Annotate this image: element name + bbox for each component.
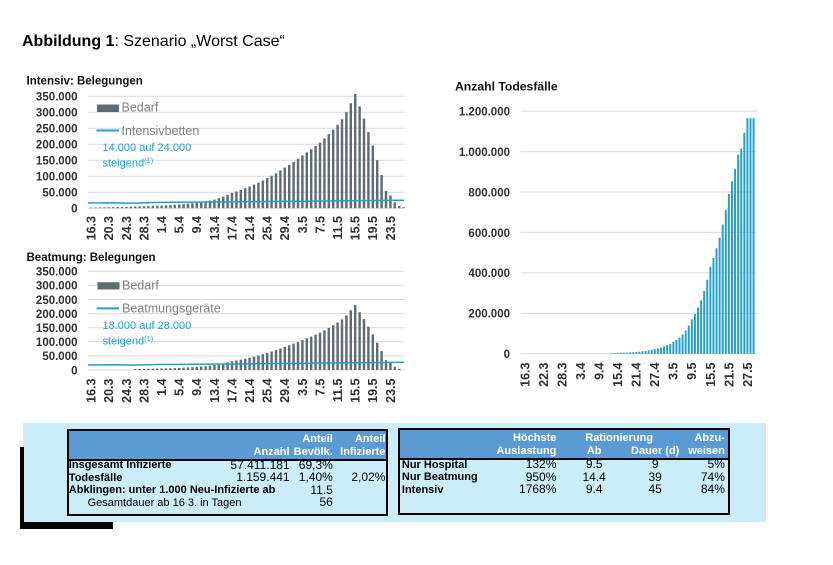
svg-text:800.000: 800.000	[468, 187, 510, 199]
svg-text:5.4: 5.4	[173, 216, 187, 233]
svg-text:25.4: 25.4	[261, 378, 275, 402]
svg-text:350.000: 350.000	[36, 92, 78, 104]
svg-text:1.200.000: 1.200.000	[459, 106, 510, 118]
svg-text:200.000: 200.000	[36, 309, 78, 321]
svg-text:27.4: 27.4	[648, 362, 662, 386]
svg-text:15.5: 15.5	[349, 378, 363, 402]
svg-text:3.5: 3.5	[296, 378, 310, 395]
svg-text:Anzahl Todesfälle: Anzahl Todesfälle	[455, 80, 558, 94]
svg-text:Beatmungsgeräte: Beatmungsgeräte	[122, 302, 221, 316]
svg-text:100.000: 100.000	[36, 337, 78, 349]
svg-text:9.4: 9.4	[593, 362, 607, 379]
svg-text:15.5: 15.5	[349, 216, 363, 240]
svg-text:25.4: 25.4	[261, 216, 275, 240]
svg-text:300.000: 300.000	[36, 108, 78, 120]
svg-text:28.3: 28.3	[137, 216, 151, 240]
svg-text:300.000: 300.000	[36, 281, 78, 293]
svg-text:Beatmung: Belegungen: Beatmung: Belegungen	[27, 252, 156, 264]
svg-text:19.5: 19.5	[366, 216, 380, 240]
svg-text:150.000: 150.000	[36, 323, 78, 335]
svg-text:11.5: 11.5	[331, 216, 345, 240]
svg-text:9.5: 9.5	[685, 362, 699, 379]
svg-text:Intensivbetten: Intensivbetten	[122, 124, 200, 138]
svg-text:200.000: 200.000	[468, 309, 510, 321]
svg-text:16.3: 16.3	[85, 378, 99, 402]
svg-text:11.5: 11.5	[331, 378, 345, 402]
svg-text:250.000: 250.000	[36, 295, 78, 307]
svg-text:7.5: 7.5	[313, 216, 327, 233]
svg-text:18.000 auf 28.000: 18.000 auf 28.000	[103, 320, 192, 332]
svg-text:23.5: 23.5	[384, 216, 398, 240]
svg-text:13.4: 13.4	[208, 216, 222, 240]
svg-text:600.000: 600.000	[468, 228, 510, 240]
svg-text:17.4: 17.4	[225, 216, 239, 240]
svg-text:3.5: 3.5	[667, 362, 681, 379]
svg-text:1.000.000: 1.000.000	[459, 147, 510, 159]
svg-text:Intensiv: Belegungen: Intensiv: Belegungen	[27, 76, 143, 88]
svg-text:1.4: 1.4	[155, 216, 169, 233]
svg-text:100.000: 100.000	[36, 172, 78, 184]
svg-text:0: 0	[71, 204, 77, 216]
svg-text:29.4: 29.4	[278, 216, 292, 240]
svg-text:28.3: 28.3	[556, 362, 570, 386]
svg-text:0: 0	[71, 365, 77, 377]
svg-text:7.5: 7.5	[313, 378, 327, 395]
svg-text:16.3: 16.3	[85, 216, 99, 240]
svg-text:28.3: 28.3	[137, 378, 151, 402]
svg-text:21.4: 21.4	[243, 378, 257, 402]
svg-text:21.5: 21.5	[722, 362, 736, 386]
svg-text:13.4: 13.4	[208, 378, 222, 402]
svg-text:15.5: 15.5	[704, 362, 718, 386]
svg-text:0: 0	[504, 349, 510, 361]
svg-text:20.3: 20.3	[102, 216, 116, 240]
svg-text:Bedarf: Bedarf	[122, 101, 159, 115]
svg-text:17.4: 17.4	[225, 378, 239, 402]
svg-text:9.4: 9.4	[190, 378, 204, 395]
svg-text:1.4: 1.4	[155, 378, 169, 395]
svg-text:50.000: 50.000	[42, 188, 77, 200]
svg-text:21.4: 21.4	[243, 216, 257, 240]
svg-text:steigend(1): steigend(1)	[103, 334, 154, 348]
svg-text:22.3: 22.3	[537, 362, 551, 386]
svg-text:3.4: 3.4	[574, 362, 588, 379]
svg-text:24.3: 24.3	[120, 216, 134, 240]
svg-text:20.3: 20.3	[102, 378, 116, 402]
svg-text:steigend(1): steigend(1)	[103, 156, 154, 170]
svg-text:3.5: 3.5	[296, 216, 310, 233]
svg-text:27.5: 27.5	[741, 362, 755, 386]
svg-text:21.4: 21.4	[630, 362, 644, 386]
svg-text:16.3: 16.3	[519, 362, 533, 386]
svg-text:200.000: 200.000	[36, 140, 78, 152]
svg-text:23.5: 23.5	[384, 378, 398, 402]
svg-text:9.4: 9.4	[190, 216, 204, 233]
svg-text:24.3: 24.3	[120, 378, 134, 402]
svg-text:Bedarf: Bedarf	[122, 278, 159, 292]
svg-text:15.4: 15.4	[611, 362, 625, 386]
svg-text:5.4: 5.4	[173, 378, 187, 395]
svg-text:50.000: 50.000	[42, 351, 77, 363]
svg-text:400.000: 400.000	[468, 268, 510, 280]
svg-text:19.5: 19.5	[366, 378, 380, 402]
svg-text:14.000 auf 24.000: 14.000 auf 24.000	[103, 142, 192, 154]
svg-text:350.000: 350.000	[36, 267, 78, 279]
svg-text:150.000: 150.000	[36, 156, 78, 168]
svg-text:250.000: 250.000	[36, 124, 78, 136]
svg-text:29.4: 29.4	[278, 378, 292, 402]
